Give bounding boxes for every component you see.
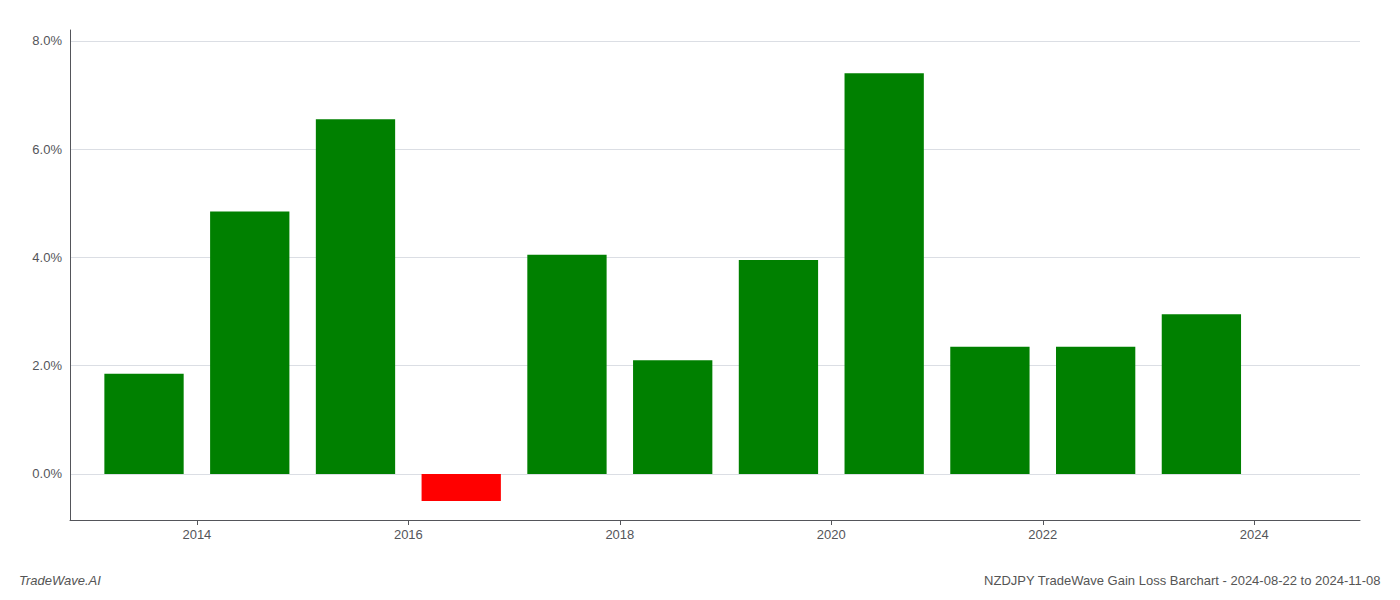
svg-text:2.0%: 2.0%	[32, 358, 62, 373]
svg-text:2014: 2014	[182, 527, 211, 542]
svg-text:2020: 2020	[817, 527, 846, 542]
svg-text:4.0%: 4.0%	[32, 250, 62, 265]
svg-text:TradeWave.AI: TradeWave.AI	[19, 573, 101, 588]
svg-text:2016: 2016	[394, 527, 423, 542]
svg-text:6.0%: 6.0%	[32, 142, 62, 157]
svg-text:NZDJPY TradeWave Gain Loss Bar: NZDJPY TradeWave Gain Loss Barchart - 20…	[984, 573, 1380, 588]
svg-text:2022: 2022	[1028, 527, 1057, 542]
svg-text:2018: 2018	[605, 527, 634, 542]
svg-text:0.0%: 0.0%	[32, 466, 62, 481]
svg-text:2024: 2024	[1240, 527, 1269, 542]
svg-text:8.0%: 8.0%	[32, 33, 62, 48]
